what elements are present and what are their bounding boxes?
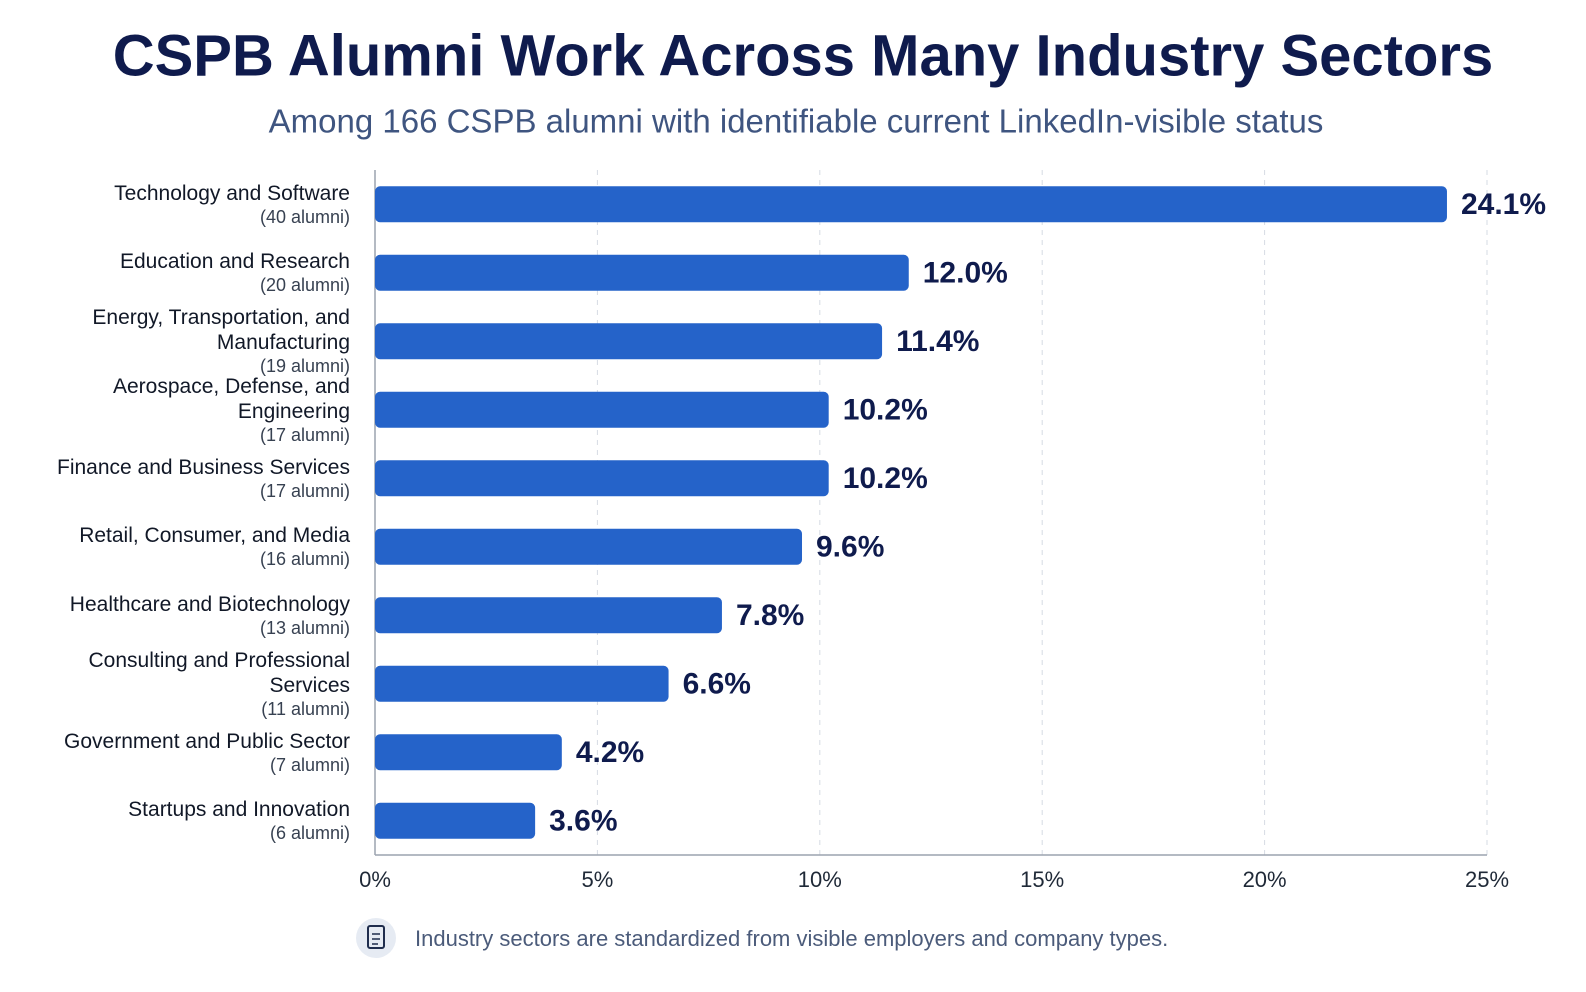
category-block: Startups and Innovation (6 alumni) (50, 797, 350, 844)
chart-title: CSPB Alumni Work Across Many Industry Se… (113, 23, 1494, 88)
bar (375, 391, 829, 428)
bar (375, 254, 909, 291)
value-label: 3.6% (549, 805, 617, 838)
y-tick-label: Finance and Business Services (57, 455, 350, 479)
y-tick-label: Education and Research (120, 250, 350, 274)
value-label: 10.2% (843, 462, 928, 495)
x-tick-label: 0% (359, 867, 391, 892)
bar (375, 528, 803, 565)
footnote-icon (356, 918, 396, 958)
category-note: (7 alumni) (269, 754, 350, 775)
category-note: (11 alumni) (261, 698, 350, 719)
category-note: (6 alumni) (269, 823, 350, 844)
x-tick-label: 10% (798, 867, 842, 892)
category-note: (17 alumni) (259, 424, 350, 445)
category-block: Finance and Business Services (17 alumni) (50, 455, 350, 502)
category-block: Healthcare and Biotechnology (13 alumni) (50, 592, 350, 639)
bar (375, 802, 536, 839)
bar (375, 186, 1447, 223)
x-tick-label: 15% (1020, 867, 1064, 892)
category-note: (40 alumni) (259, 206, 350, 227)
y-tick-label: Healthcare and Biotechnology (69, 592, 350, 616)
value-label: 9.6% (816, 531, 884, 564)
chart-subtitle: Among 166 CSPB alumni with identifiable … (269, 103, 1324, 140)
value-label: 10.2% (843, 394, 928, 427)
footnote: Industry sectors are standardized from v… (415, 926, 1168, 951)
category-block: Aerospace, Defense, and Engineering (17 a… (50, 374, 350, 446)
x-tick-label: 20% (1243, 867, 1287, 892)
category-block: Energy, Transportation, and Manufacturin… (50, 305, 350, 377)
category-block: Retail, Consumer, and Media (16 alumni) (50, 523, 350, 570)
category-note: (20 alumni) (259, 275, 350, 296)
y-tick-label: Technology and Software (114, 181, 350, 205)
category-block: Consulting and Professional Services (11 … (50, 648, 351, 720)
category-note: (17 alumni) (259, 480, 350, 501)
category-note: (13 alumni) (259, 617, 350, 638)
bar (375, 665, 669, 702)
y-tick-label: Startups and Innovation (128, 798, 350, 822)
x-tick-label: 25% (1465, 867, 1509, 892)
footnote-icon (372, 933, 380, 945)
value-label: 12.0% (923, 257, 1008, 290)
value-label: 4.2% (576, 736, 644, 769)
y-tick-label: Government and Public Sector (64, 729, 350, 753)
bar (375, 460, 829, 497)
bar (375, 323, 883, 360)
category-note: (16 alumni) (259, 549, 350, 570)
value-label: 6.6% (683, 668, 751, 701)
category-block: Government and Public Sector (7 alumni) (50, 729, 350, 776)
bar (375, 734, 562, 771)
x-tick-label: 5% (582, 867, 614, 892)
footnote-icon (367, 925, 385, 949)
value-label: 11.4% (896, 325, 979, 358)
category-block: Technology and Software (40 alumni) (50, 181, 350, 228)
value-label: 24.1% (1461, 188, 1546, 221)
y-tick-label: Aerospace, Defense, and Engineering (113, 374, 350, 423)
category-note: (19 alumni) (259, 356, 350, 377)
y-tick-label: Retail, Consumer, and Media (79, 524, 350, 548)
category-block: Education and Research (20 alumni) (50, 249, 350, 296)
y-tick-label: Consulting and Professional Services (88, 648, 351, 697)
y-tick-label: Energy, Transportation, and Manufacturin… (92, 306, 350, 355)
value-label: 7.8% (736, 599, 804, 632)
bar (375, 597, 722, 634)
